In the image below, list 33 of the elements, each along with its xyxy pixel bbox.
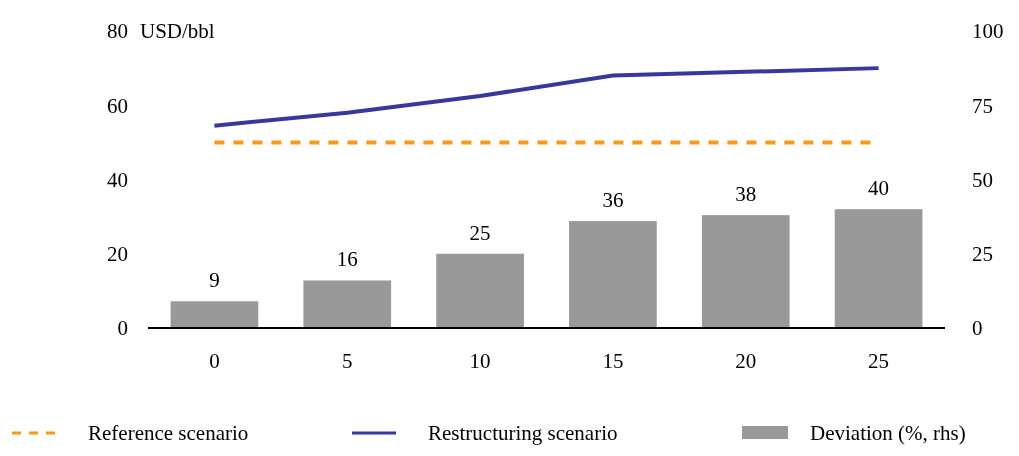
line-series xyxy=(212,66,881,128)
y-tick-label: 40 xyxy=(107,167,128,192)
x-tick-label: 5 xyxy=(342,349,353,373)
y-tick-label: 0 xyxy=(117,316,128,341)
y-axis-title: USD/bbl xyxy=(140,19,215,44)
x-tick-label: 0 xyxy=(209,349,220,373)
bar xyxy=(436,253,524,328)
legend-label: Restructuring scenario xyxy=(428,421,618,445)
y-tick-label: 80 xyxy=(107,19,128,44)
x-tick-label: 15 xyxy=(602,349,624,373)
y-tick-label: 60 xyxy=(107,93,128,118)
y2-tick-label: 75 xyxy=(972,93,993,118)
y2-tick-label: 25 xyxy=(972,242,993,267)
bar xyxy=(170,301,259,328)
y2-tick-label: 50 xyxy=(972,167,993,192)
bar xyxy=(834,209,923,328)
data-label: 25 xyxy=(469,220,491,245)
x-tick-label: 25 xyxy=(868,349,890,373)
bar xyxy=(303,280,392,328)
bar xyxy=(701,215,790,328)
data-label: 36 xyxy=(602,188,624,213)
y-tick-label: 20 xyxy=(107,242,128,267)
data-label: 38 xyxy=(735,182,757,207)
data-label: 16 xyxy=(336,247,358,272)
y2-tick-label: 100 xyxy=(972,19,1004,44)
bar xyxy=(569,221,657,328)
x-tick-label: 20 xyxy=(735,349,757,373)
data-label: 40 xyxy=(868,176,890,201)
legend-label: Deviation (%, rhs) xyxy=(810,421,966,445)
y2-tick-label: 0 xyxy=(972,316,983,341)
legend-label: Reference scenario xyxy=(88,421,249,445)
x-tick-label: 10 xyxy=(469,349,491,373)
data-label: 9 xyxy=(209,268,220,293)
